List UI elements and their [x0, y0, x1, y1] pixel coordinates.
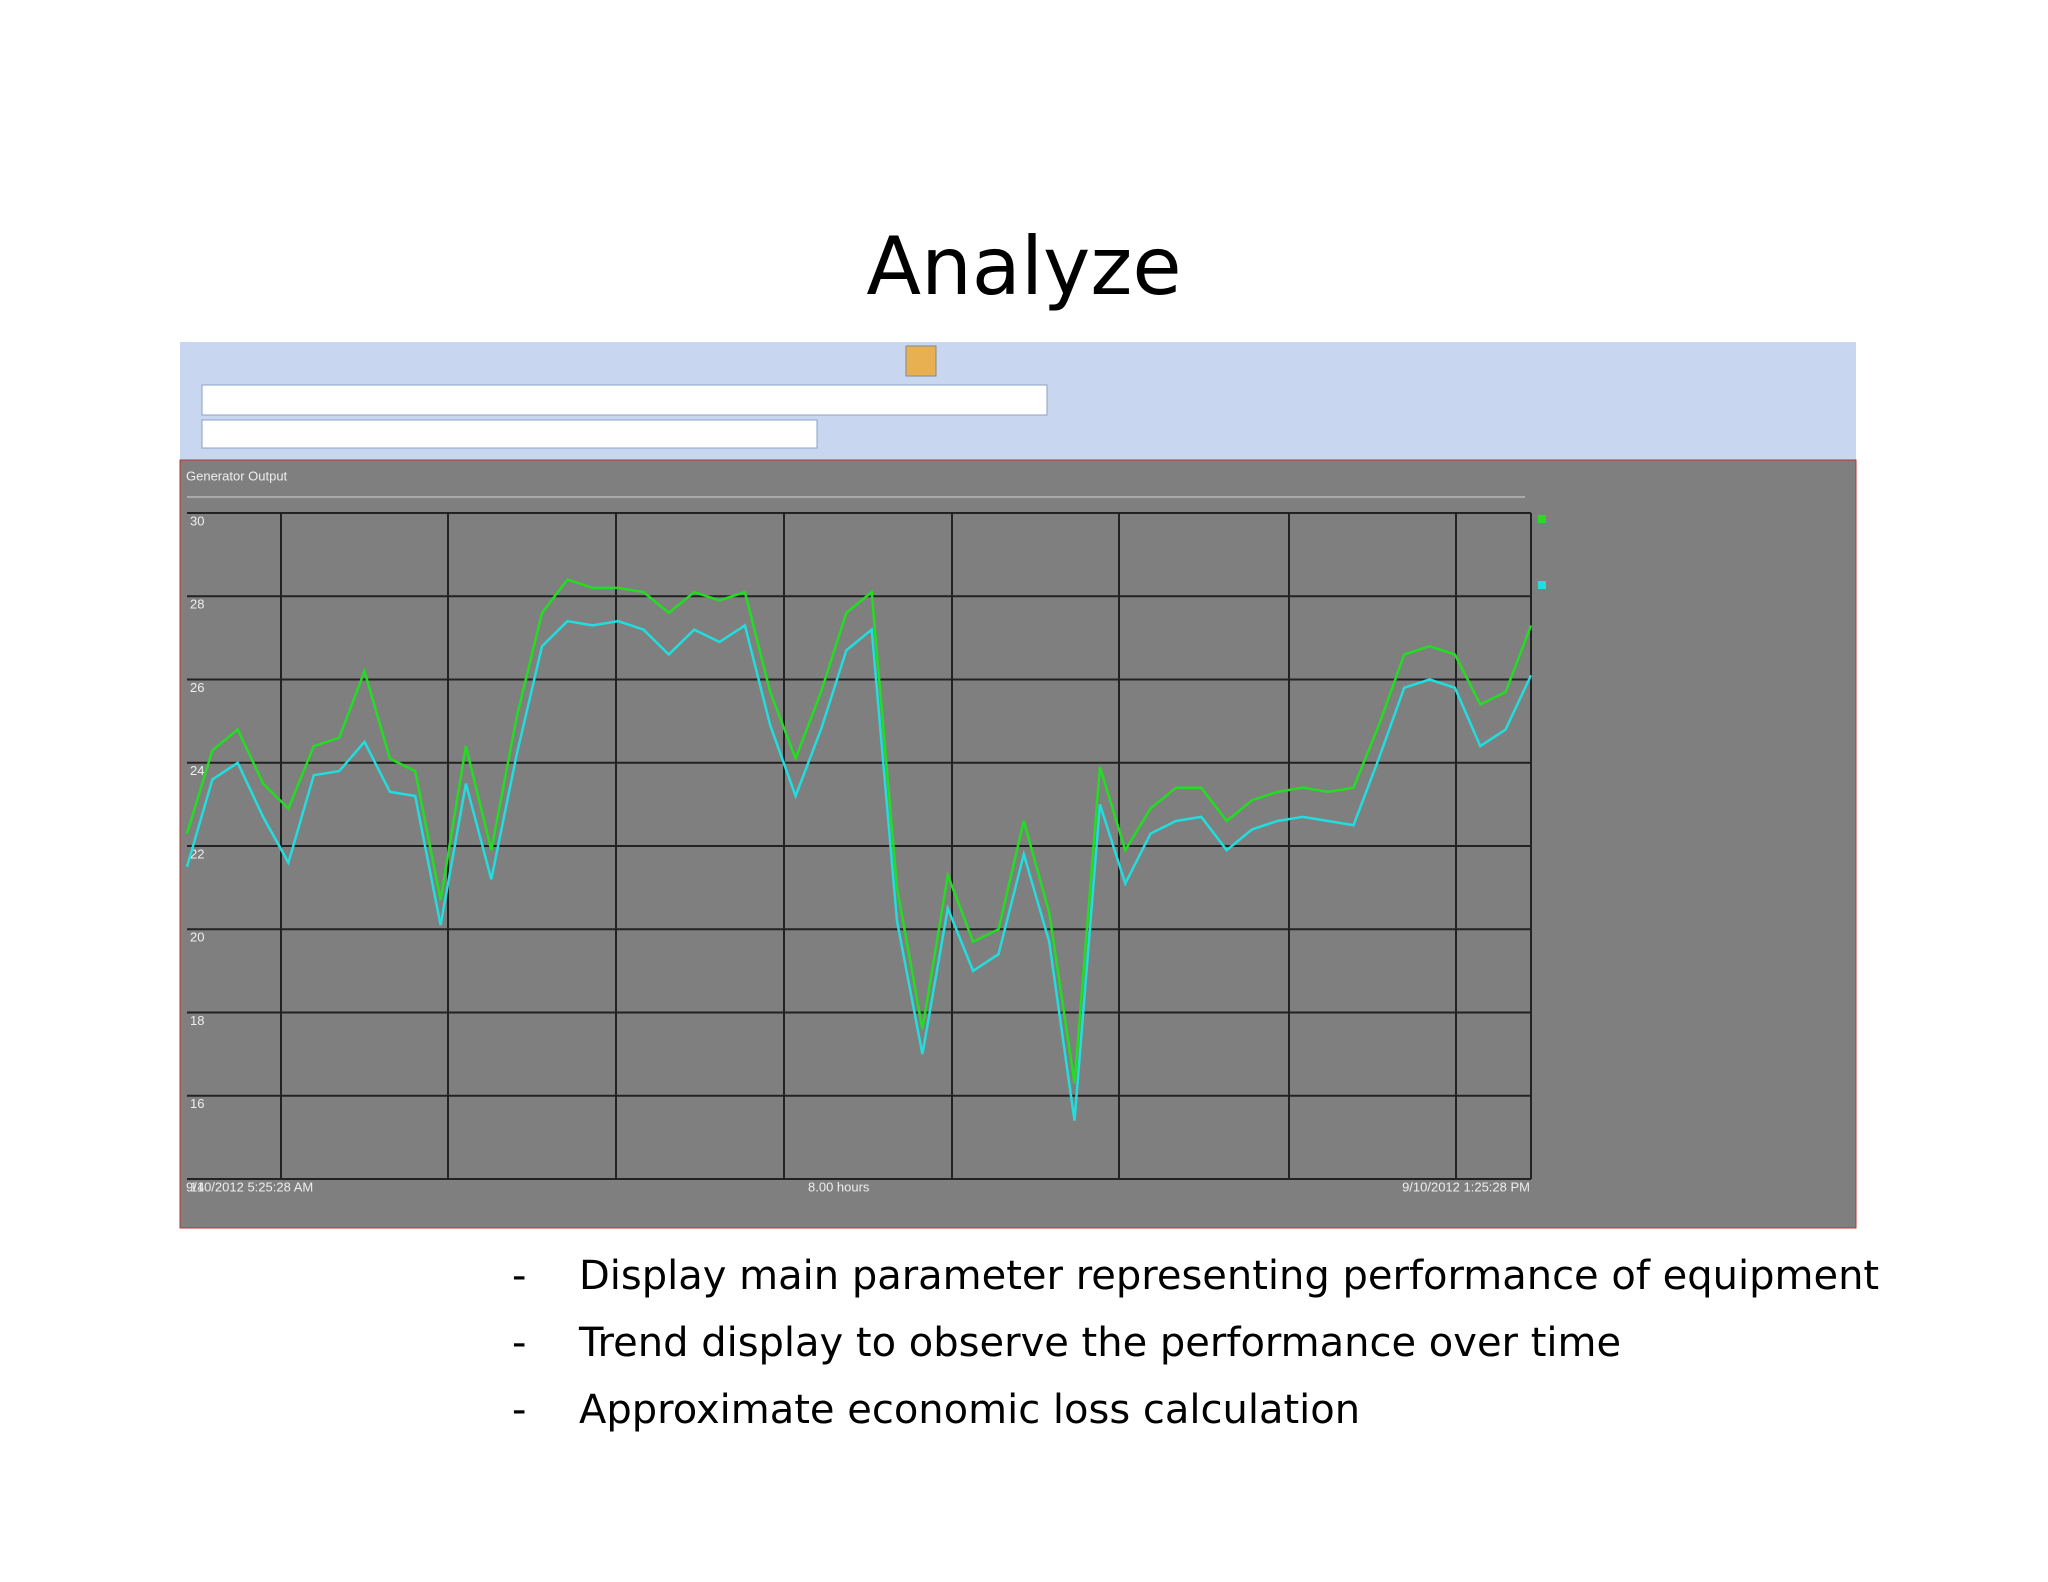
bullet-text: Approximate economic loss calculation — [579, 1387, 1361, 1433]
bullet-marker: - — [512, 1320, 527, 1366]
y-tick-label: 24 — [190, 763, 204, 778]
x-span-label: 8.00 hours — [808, 1179, 870, 1194]
y-tick-label: 14 — [190, 1179, 204, 1194]
bullet-text: Trend display to observe the performance… — [579, 1320, 1622, 1366]
y-tick-label: 22 — [190, 846, 204, 861]
toolbar-icon — [905, 345, 937, 377]
address-bar — [201, 384, 1048, 416]
chart-title: Generator Output — [186, 468, 288, 483]
x-start-label: 9/10/2012 5:25:28 AM — [186, 1179, 313, 1194]
y-tick-label: 16 — [190, 1096, 204, 1111]
series-line — [185, 619, 1533, 1121]
bullet-marker: - — [512, 1253, 527, 1299]
bullet-marker: - — [512, 1387, 527, 1433]
y-tick-label: 20 — [190, 930, 204, 945]
y-tick-label: 18 — [190, 1013, 204, 1028]
legend-swatch — [1538, 581, 1546, 589]
y-tick-label: 30 — [190, 513, 204, 528]
slide-title: Analyze — [866, 220, 1182, 313]
x-end-label: 9/10/2012 1:25:28 PM — [1402, 1179, 1530, 1194]
series-line — [185, 578, 1533, 1084]
legend-swatch — [1538, 515, 1546, 523]
y-tick-label: 26 — [190, 680, 204, 695]
time-bar — [201, 419, 818, 449]
bullet-text: Display main parameter representing perf… — [579, 1253, 1880, 1299]
y-tick-label: 28 — [190, 597, 204, 612]
